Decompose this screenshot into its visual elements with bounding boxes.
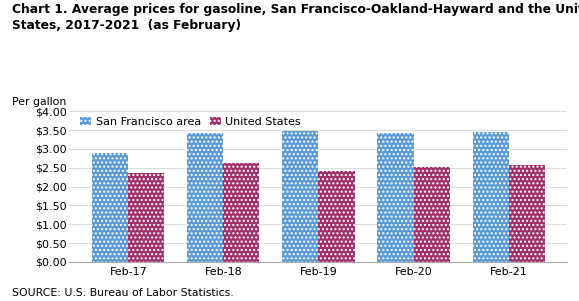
Bar (508, 165, 545, 262)
Bar (318, 171, 354, 262)
Legend: San Francisco area, United States: San Francisco area, United States (80, 117, 301, 127)
Bar (92, 153, 129, 262)
Bar (223, 163, 259, 262)
Bar (378, 133, 413, 262)
Bar (413, 167, 450, 262)
Text: SOURCE: U.S. Bureau of Labor Statistics.: SOURCE: U.S. Bureau of Labor Statistics. (12, 288, 233, 298)
Bar (187, 133, 223, 262)
Text: Per gallon: Per gallon (12, 97, 66, 107)
Bar (283, 131, 318, 262)
Bar (129, 173, 164, 262)
Text: Chart 1. Average prices for gasoline, San Francisco-Oakland-Hayward and the Unit: Chart 1. Average prices for gasoline, Sa… (12, 3, 579, 32)
Bar (472, 132, 508, 262)
